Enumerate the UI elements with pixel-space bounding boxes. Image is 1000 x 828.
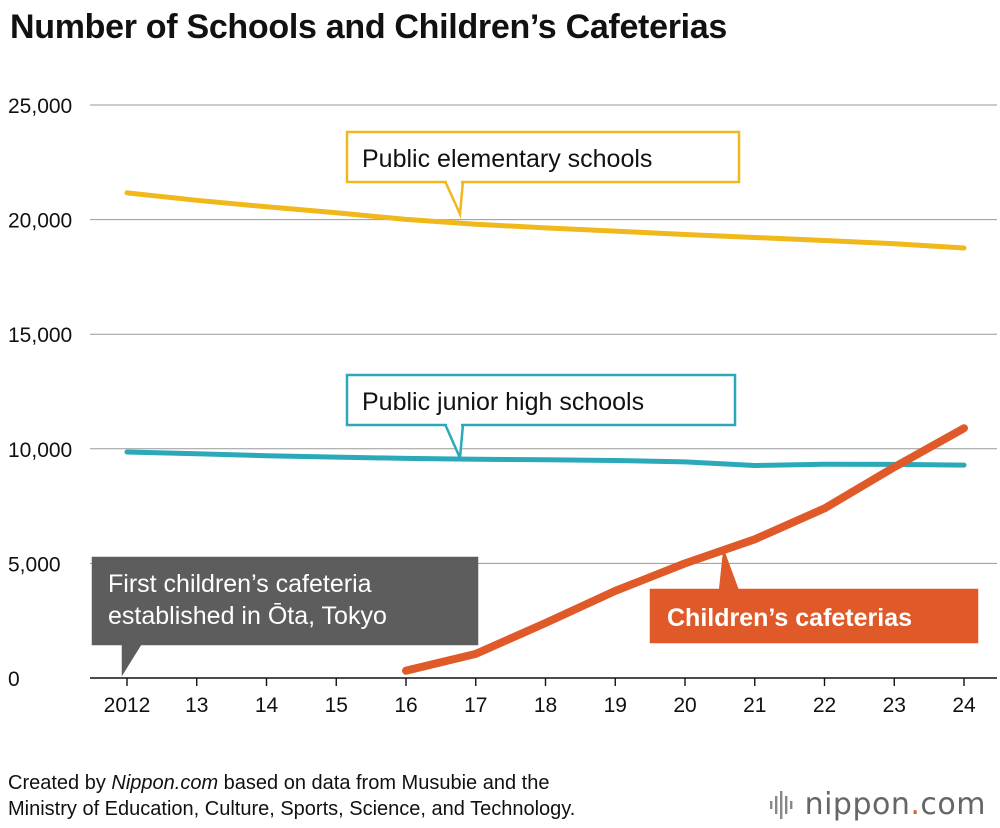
junior-high-callout-label: Public junior high schools [362, 388, 644, 416]
first-cafeteria-callout-tail [121, 641, 144, 677]
junior-high-callout: Public junior high schools [345, 373, 737, 459]
x-tick-label: 15 [325, 694, 348, 717]
x-tick-label: 17 [464, 694, 487, 717]
y-tick-label: 0 [8, 668, 20, 691]
elementary-callout-label: Public elementary schools [362, 145, 652, 173]
credit-line-1: Created by Nippon.com based on data from… [8, 770, 575, 796]
first-cafeteria-callout: First children’s cafeteria established in… [91, 556, 479, 677]
x-tick-label: 21 [743, 694, 766, 717]
elementary-callout: Public elementary schools [345, 130, 741, 219]
cafeterias-callout-label: Children’s cafeterias [667, 604, 912, 632]
sound-wave-icon [769, 790, 792, 819]
logo-dot: . [910, 787, 921, 822]
junior-high-line [124, 449, 967, 468]
x-tick-label: 13 [185, 694, 208, 717]
logo-suffix: com [920, 787, 986, 822]
first-cafeteria-callout-label: established in Ōta, Tokyo [108, 602, 387, 630]
y-tick-label: 25,000 [8, 95, 72, 118]
junior-high-callout-tail [443, 422, 465, 459]
nippon-logo[interactable]: nippon. com [769, 787, 986, 822]
cafeterias-callout-box [649, 588, 979, 644]
elementary-line [124, 190, 967, 251]
logo-text: nippon [804, 787, 911, 822]
elementary-callout-tail [443, 179, 465, 219]
x-tick-label: 2012 [104, 694, 151, 717]
cafeterias-callout-tail [718, 552, 740, 593]
x-tick-label: 20 [673, 694, 696, 717]
x-tick-label: 14 [255, 694, 279, 717]
first-cafeteria-callout-box [91, 556, 479, 646]
y-tick-label: 15,000 [8, 324, 72, 347]
source-credit: Created by Nippon.com based on data from… [8, 770, 575, 822]
elementary-callout-box [345, 130, 741, 184]
credit-line-2: Ministry of Education, Culture, Sports, … [8, 798, 576, 820]
chart-title: Number of Schools and Children’s Cafeter… [10, 8, 727, 46]
credit-brand[interactable]: Nippon.com [111, 772, 219, 794]
junior-high-callout-box [345, 373, 737, 427]
x-tick-label: 24 [952, 694, 976, 717]
callout-layer: Public elementary schools Public junior h… [91, 130, 979, 677]
x-tick-label: 18 [534, 694, 557, 717]
x-tick-label: 16 [394, 694, 417, 717]
line-chart: 0 5,000 10,000 15,000 20,000 25,000 2012 13 14 15… [8, 95, 997, 717]
y-tick-label: 20,000 [8, 210, 72, 233]
x-tick-label: 22 [813, 694, 836, 717]
cafeterias-line [402, 424, 968, 675]
axis-layer: 0 5,000 10,000 15,000 20,000 25,000 2012 13 14 15… [8, 95, 997, 717]
credit-prefix: Created by [8, 772, 112, 794]
y-tick-label: 10,000 [8, 439, 72, 462]
series-layer [124, 190, 968, 675]
y-tick-label: 5,000 [8, 553, 61, 576]
x-tick-label: 19 [604, 694, 627, 717]
credit-line-1-rest: based on data from Musubie and the [218, 772, 550, 794]
first-cafeteria-callout-label: First children’s cafeteria [108, 570, 372, 598]
cafeterias-callout: Children’s cafeterias [649, 552, 979, 644]
x-tick-label: 23 [883, 694, 906, 717]
